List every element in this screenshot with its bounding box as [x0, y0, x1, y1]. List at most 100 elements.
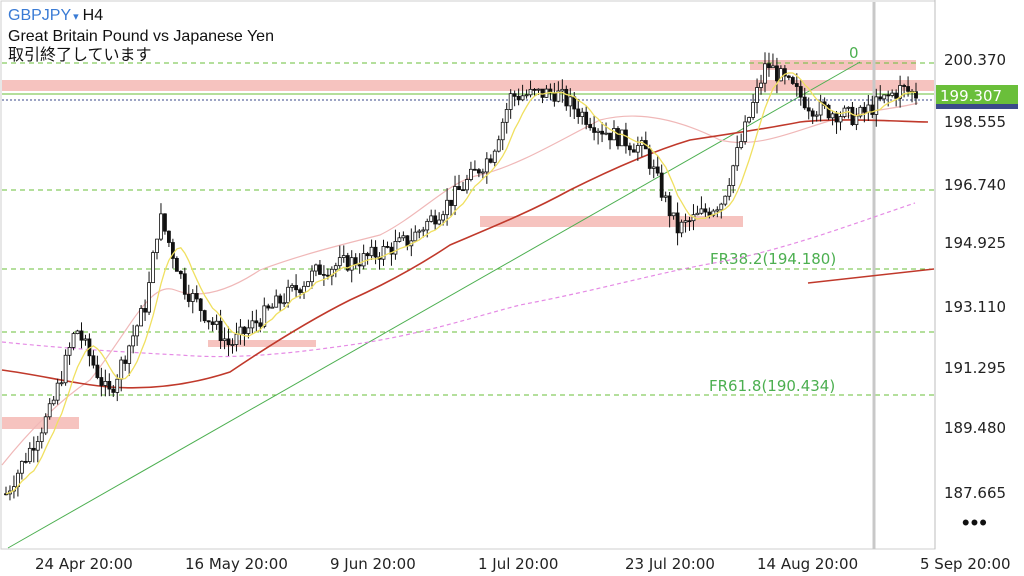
candle-body [71, 333, 76, 348]
more-options-icon[interactable]: ••• [961, 510, 988, 535]
candle-body [846, 106, 851, 109]
candle-body [373, 246, 378, 258]
fib-label-618: FR61.8(190.434) [709, 377, 835, 395]
candle-body [560, 88, 565, 92]
candle-body [35, 441, 40, 451]
candle-body [492, 150, 497, 163]
candle-body [894, 92, 899, 99]
candle-body [767, 63, 771, 69]
candle-body [508, 93, 513, 110]
candle-body [79, 330, 84, 341]
candle-body [31, 447, 36, 451]
candle-body [441, 214, 446, 221]
candle-body [775, 65, 779, 82]
symbol-row[interactable]: GBPJPY ▾ H4 [8, 6, 274, 27]
candle-body [576, 108, 581, 117]
candle-body [679, 221, 684, 234]
candle-body [39, 432, 44, 442]
candle-body [67, 347, 72, 356]
candle-body [552, 92, 557, 102]
candle-body [782, 68, 787, 77]
market-status: 取引終了しています [8, 47, 152, 64]
candle-body [612, 128, 616, 141]
candle-body [659, 172, 664, 198]
candle-body [719, 203, 724, 211]
candle-body [329, 268, 334, 277]
candle-body [504, 109, 509, 123]
fib-label-382: FR38.2(194.180) [710, 250, 836, 268]
ma-mid [1, 102, 919, 466]
x-tick-label: 1 Jul 20:00 [478, 555, 558, 573]
candle-body [870, 104, 875, 115]
y-axis: 200.370 198.555 196.740 194.925 193.110 … [944, 51, 1006, 502]
candle-body [425, 220, 430, 231]
candle-body [345, 255, 350, 271]
candle-body [198, 298, 203, 311]
candle-body [147, 282, 151, 313]
candle-body [476, 169, 481, 174]
chart-header: GBPJPY ▾ H4 Great Britain Pound vs Japanes… [8, 6, 274, 65]
candle-body [906, 86, 910, 92]
candle-body [711, 210, 716, 216]
x-axis: 24 Apr 20:00 16 May 20:00 9 Jun 20:00 1 … [35, 555, 1011, 573]
candle-body [194, 293, 199, 300]
candle-body [810, 110, 815, 117]
candle-body [429, 215, 434, 222]
symbol-dropdown-icon[interactable]: ▾ [73, 11, 79, 23]
candle-body [314, 264, 318, 272]
ma-long [1, 202, 916, 358]
candle-body [914, 91, 918, 99]
candle-body [59, 382, 64, 385]
candle-body [389, 246, 394, 255]
candle-body [759, 82, 763, 88]
candle-body [882, 94, 887, 100]
candle-body [369, 246, 374, 257]
y-tick-label: 189.480 [944, 419, 1006, 437]
candle-body [564, 88, 569, 107]
candle-body [302, 285, 306, 293]
candle-body [19, 460, 24, 474]
candle-body [687, 220, 692, 223]
candle-body [886, 94, 891, 97]
candle-body [182, 273, 187, 295]
candle-body [318, 264, 322, 275]
zone-left [2, 417, 79, 429]
candle-body [167, 230, 171, 243]
candle-body [365, 253, 370, 257]
candle-body [484, 158, 489, 173]
candle-body [524, 94, 529, 97]
candle-body [735, 147, 740, 167]
candle-body [755, 87, 759, 103]
zone-top-right [750, 60, 916, 70]
candle-body [135, 325, 140, 337]
symbol-name[interactable]: GBPJPY [8, 7, 72, 24]
candle-body [627, 145, 632, 151]
candle-body [516, 95, 521, 101]
candle-body [862, 106, 867, 113]
candle-body [457, 186, 461, 191]
candle-body [703, 208, 708, 213]
candle-body [51, 399, 56, 405]
candle-body [385, 246, 390, 248]
candle-body [798, 86, 803, 98]
candle-body [95, 364, 100, 378]
candle-body [806, 107, 811, 112]
candle-body [43, 416, 48, 434]
candle-body [731, 165, 736, 186]
candle-body [743, 121, 748, 142]
candle-body [727, 185, 732, 197]
candle-body [210, 321, 215, 325]
candle-body [349, 257, 354, 271]
candle-body [814, 114, 819, 117]
candle-body [325, 274, 330, 277]
candle-body [278, 295, 283, 304]
timeframe-label[interactable]: H4 [82, 7, 104, 24]
candle-body [461, 189, 465, 192]
candle-body [306, 281, 310, 287]
x-tick-label: 5 Sep 20:00 [920, 555, 1011, 573]
candle-body [190, 293, 195, 302]
candle-body [75, 330, 80, 335]
candle-body [480, 171, 485, 174]
candle-body [270, 306, 275, 309]
